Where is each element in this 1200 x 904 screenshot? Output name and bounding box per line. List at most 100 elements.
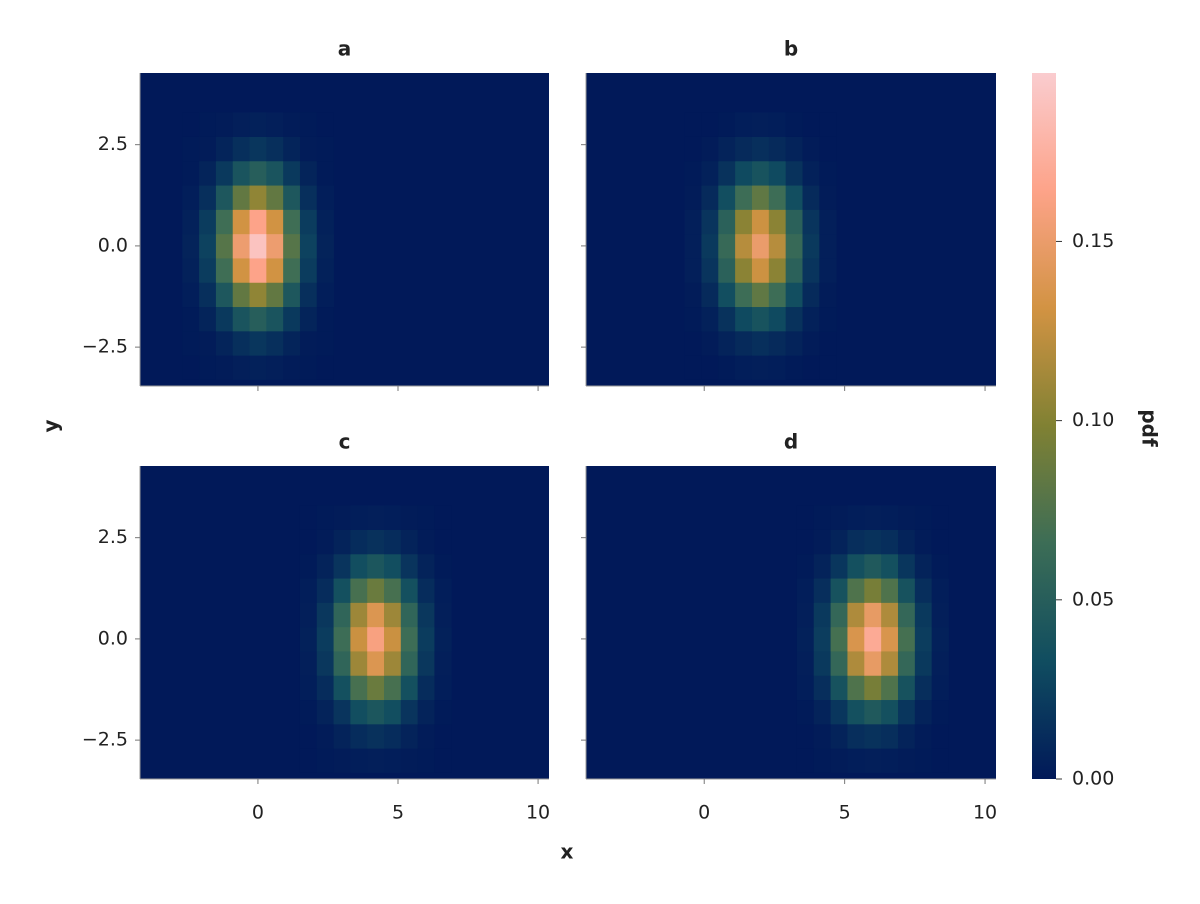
- heatmap-cell: [299, 258, 318, 283]
- heatmap-cell: [333, 602, 351, 628]
- heatmap: [299, 505, 452, 773]
- heatmap-cell: [847, 578, 865, 603]
- heatmap-cell: [249, 136, 267, 162]
- heatmap-cell: [819, 258, 837, 283]
- heatmap-cell: [350, 723, 368, 749]
- heatmap-cell: [199, 209, 217, 235]
- heatmap-cell: [316, 185, 334, 210]
- heatmap-cell: [316, 699, 334, 725]
- heatmap-cell: [383, 699, 402, 725]
- heatmap-cell: [266, 112, 284, 137]
- heatmap-cell: [701, 306, 719, 332]
- heatmap-cell: [768, 258, 787, 283]
- panel-title: d: [784, 430, 798, 454]
- heatmap-cell: [914, 602, 933, 628]
- x-tick-label: 5: [392, 802, 404, 824]
- heatmap-cell: [266, 136, 284, 162]
- heatmap-cell: [434, 578, 452, 603]
- heatmap-cell: [316, 529, 334, 555]
- heatmap-cell: [819, 355, 837, 380]
- heatmap-cell: [333, 675, 351, 701]
- x-tick-label: 0: [698, 802, 710, 824]
- heatmap-cell: [768, 330, 787, 356]
- heatmap-cell: [819, 136, 837, 162]
- heatmap-cell: [182, 209, 200, 235]
- heatmap-cell: [417, 723, 435, 749]
- heatmap-cell: [350, 626, 368, 652]
- heatmap-cell: [232, 136, 250, 162]
- heatmap-cell: [931, 578, 949, 603]
- heatmap-cell: [819, 282, 837, 308]
- heatmap-cell: [735, 306, 753, 332]
- heatmap-cell: [215, 282, 234, 308]
- heatmap-cell: [249, 209, 267, 235]
- heatmap-cell: [796, 748, 815, 773]
- heatmap-cell: [299, 675, 318, 701]
- heatmap-cell: [199, 233, 217, 259]
- heatmap-cell: [735, 136, 753, 162]
- heatmap-cell: [684, 136, 702, 162]
- heatmap-cell: [819, 112, 837, 137]
- heatmap-cell: [735, 258, 753, 283]
- heatmap-cell: [199, 306, 217, 332]
- heatmap-cell: [383, 505, 402, 530]
- heatmap-cell: [847, 626, 865, 652]
- heatmap-cell: [718, 306, 736, 332]
- heatmap-cell: [785, 330, 803, 356]
- heatmap-cell: [718, 355, 736, 380]
- heatmap-cell: [299, 602, 318, 628]
- heatmap-cell: [182, 282, 200, 308]
- heatmap-cell: [333, 748, 351, 773]
- heatmap-cell: [316, 675, 334, 701]
- heatmap-cell: [897, 699, 916, 725]
- heatmap-cell: [718, 282, 736, 308]
- heatmap-cell: [881, 626, 899, 652]
- heatmap-cell: [914, 529, 933, 555]
- heatmap-cell: [684, 233, 702, 259]
- heatmap-cell: [718, 112, 736, 137]
- heatmap-cell: [350, 505, 368, 530]
- heatmap-cell: [434, 675, 452, 701]
- heatmap-cell: [830, 626, 848, 652]
- heatmap-cell: [232, 306, 250, 332]
- heatmap-cell: [768, 209, 787, 235]
- heatmap-cell: [434, 699, 452, 725]
- heatmap-cell: [768, 185, 787, 210]
- heatmap-cell: [383, 602, 402, 628]
- heatmap-cell: [316, 258, 334, 283]
- heatmap-cell: [931, 651, 949, 676]
- heatmap-cell: [333, 651, 351, 676]
- heatmap-cell: [333, 505, 351, 530]
- colorbar-tick-label: 0.15: [1072, 230, 1114, 252]
- heatmap-cell: [266, 209, 284, 235]
- heatmap-cell: [299, 529, 318, 555]
- heatmap-cell: [751, 233, 770, 259]
- heatmap-cell: [684, 258, 702, 283]
- heatmap-cell: [718, 185, 736, 210]
- heatmap-cell: [931, 675, 949, 701]
- heatmap-cell: [232, 282, 250, 308]
- heatmap-cell: [215, 160, 234, 186]
- heatmap-cell: [266, 160, 284, 186]
- heatmap-cell: [299, 306, 318, 332]
- heatmap-cell: [802, 282, 820, 308]
- heatmap-cell: [182, 306, 200, 332]
- heatmap-cell: [266, 330, 284, 356]
- heatmap-cell: [417, 602, 435, 628]
- heatmap-cell: [931, 529, 949, 555]
- heatmap-cell: [383, 553, 402, 579]
- heatmap-cell: [249, 258, 267, 283]
- heatmap-cell: [796, 505, 815, 530]
- heatmap-cell: [718, 330, 736, 356]
- heatmap-cell: [897, 578, 916, 603]
- y-tick-label: −2.5: [82, 729, 128, 751]
- heatmap-cell: [199, 330, 217, 356]
- heatmap-cell: [283, 330, 301, 356]
- heatmap-cell: [881, 675, 899, 701]
- heatmap-cell: [283, 233, 301, 259]
- heatmap-cell: [383, 578, 402, 603]
- heatmap-cell: [718, 136, 736, 162]
- heatmap-cell: [434, 505, 452, 530]
- heatmap-cell: [199, 136, 217, 162]
- heatmap-cell: [785, 306, 803, 332]
